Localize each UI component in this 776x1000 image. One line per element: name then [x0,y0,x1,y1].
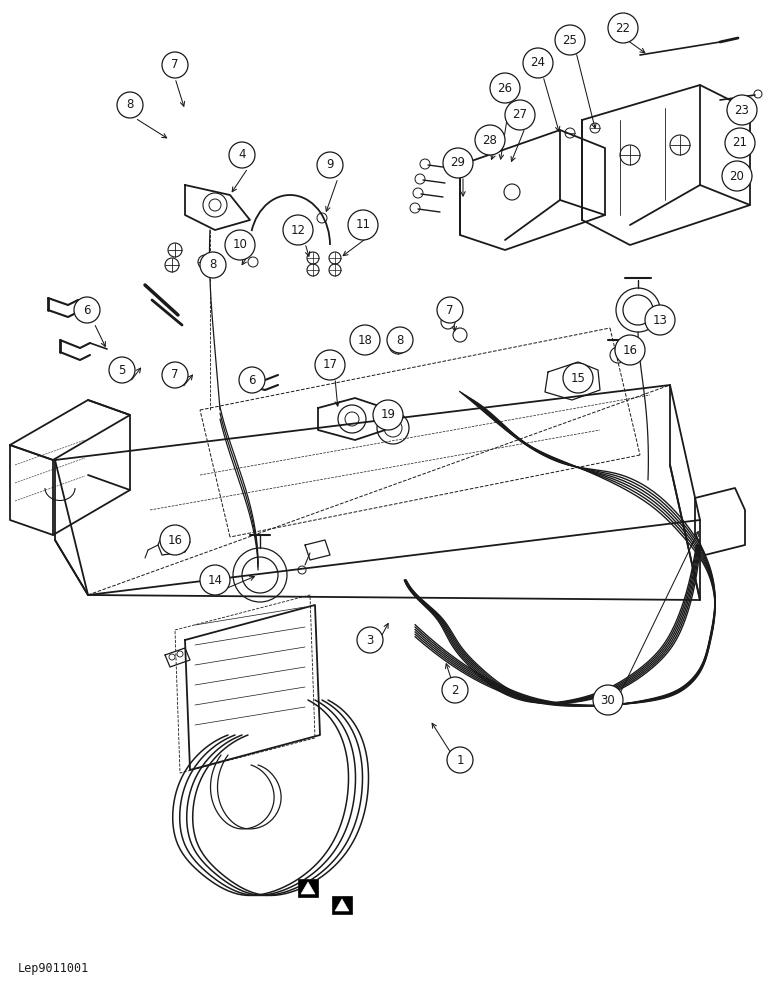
Circle shape [615,335,645,365]
Circle shape [387,327,413,353]
Circle shape [555,25,585,55]
Text: 4: 4 [238,148,246,161]
Text: 26: 26 [497,82,512,95]
Circle shape [200,565,230,595]
Circle shape [490,73,520,103]
Circle shape [608,13,638,43]
Text: 8: 8 [210,258,217,271]
Text: 24: 24 [531,56,546,70]
Text: 2: 2 [452,684,459,696]
Text: 18: 18 [358,334,372,347]
Text: 1: 1 [456,754,464,766]
Text: 5: 5 [118,363,126,376]
Circle shape [109,357,135,383]
Text: 30: 30 [601,694,615,706]
Text: 12: 12 [290,224,306,236]
Text: 25: 25 [563,33,577,46]
Circle shape [160,525,190,555]
Text: 9: 9 [326,158,334,172]
Polygon shape [335,899,349,911]
Text: 14: 14 [207,574,223,586]
Bar [298,879,318,897]
Circle shape [645,305,675,335]
Circle shape [117,92,143,118]
Text: 23: 23 [735,104,750,116]
Text: 15: 15 [570,371,585,384]
Circle shape [200,252,226,278]
Text: 17: 17 [323,359,338,371]
Circle shape [225,230,255,260]
Text: 13: 13 [653,314,667,326]
Circle shape [348,210,378,240]
Circle shape [475,125,505,155]
Text: 21: 21 [733,136,747,149]
Circle shape [563,363,593,393]
Circle shape [162,52,188,78]
Text: 27: 27 [512,108,528,121]
Circle shape [725,128,755,158]
Circle shape [350,325,380,355]
Circle shape [283,215,313,245]
Text: 8: 8 [126,99,133,111]
Circle shape [162,362,188,388]
Circle shape [239,367,265,393]
Text: 3: 3 [366,634,374,647]
Text: 11: 11 [355,219,370,232]
Circle shape [437,297,463,323]
Text: 6: 6 [248,373,256,386]
Polygon shape [301,882,315,894]
Circle shape [443,148,473,178]
Text: 7: 7 [446,304,454,316]
Text: 19: 19 [380,408,396,422]
Circle shape [229,142,255,168]
Text: 16: 16 [622,344,638,357]
Bar [332,896,352,914]
Text: 7: 7 [171,368,178,381]
Circle shape [722,161,752,191]
Circle shape [315,350,345,380]
Circle shape [317,152,343,178]
Text: Lep9011001: Lep9011001 [18,962,89,975]
Text: 28: 28 [483,133,497,146]
Text: 16: 16 [168,534,182,546]
Text: 10: 10 [233,238,248,251]
Circle shape [357,627,383,653]
Circle shape [505,100,535,130]
Circle shape [447,747,473,773]
Text: 22: 22 [615,21,630,34]
Circle shape [74,297,100,323]
Text: 7: 7 [171,58,178,72]
Circle shape [727,95,757,125]
Text: 29: 29 [451,156,466,169]
Text: 20: 20 [729,169,744,182]
Circle shape [523,48,553,78]
Text: 8: 8 [397,334,404,347]
Circle shape [593,685,623,715]
Circle shape [373,400,403,430]
Circle shape [442,677,468,703]
Text: 6: 6 [83,304,91,316]
